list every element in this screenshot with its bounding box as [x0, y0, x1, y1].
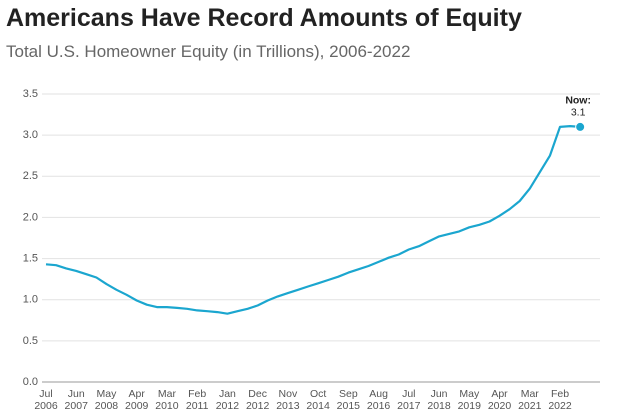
x-tick-label: Mar 2010 — [155, 388, 179, 412]
x-tick-label: Aug 2016 — [366, 388, 391, 412]
y-tick-label: 2.0 — [23, 211, 38, 223]
y-tick-label: 2.5 — [23, 170, 38, 182]
annotation-value: 3.1 — [571, 107, 586, 119]
y-tick-label: 1.5 — [23, 252, 38, 264]
x-tick-label: Apr 2020 — [487, 388, 512, 412]
x-tick-label: Feb 2011 — [185, 388, 209, 412]
y-tick-label: 3.5 — [23, 88, 38, 100]
x-tick-label: Feb 2022 — [548, 388, 572, 412]
y-tick-label: 0.0 — [23, 376, 38, 388]
x-tick-label: Apr 2009 — [125, 388, 149, 412]
annotation-label: Now: — [565, 95, 591, 107]
x-tick-label: May 2019 — [457, 388, 481, 412]
chart-title: Americans Have Record Amounts of Equity — [6, 4, 522, 32]
y-tick-label: 1.0 — [23, 294, 38, 306]
x-tick-label: Jul 2017 — [397, 388, 421, 412]
x-tick-label: Jul 2006 — [34, 388, 58, 412]
line — [45, 125, 581, 315]
x-tick-label: Jun 2007 — [64, 388, 88, 412]
x-tick-label: Mar 2021 — [518, 388, 542, 412]
x-tick-label: Jun 2018 — [427, 388, 451, 412]
x-tick-label: Oct 2014 — [306, 388, 330, 412]
x-tick-label: Nov 2013 — [276, 388, 300, 412]
x-tick-label: Sep 2015 — [336, 388, 361, 412]
chart-subtitle: Total U.S. Homeowner Equity (in Trillion… — [6, 42, 411, 61]
y-tick-label: 0.5 — [23, 335, 38, 347]
x-tick-label: Jan 2012 — [215, 388, 240, 412]
x-tick-label: May 2008 — [94, 388, 119, 412]
end-point — [575, 121, 586, 132]
x-tick-label: Dec 2012 — [245, 388, 270, 412]
y-tick-label: 3.0 — [23, 129, 38, 141]
